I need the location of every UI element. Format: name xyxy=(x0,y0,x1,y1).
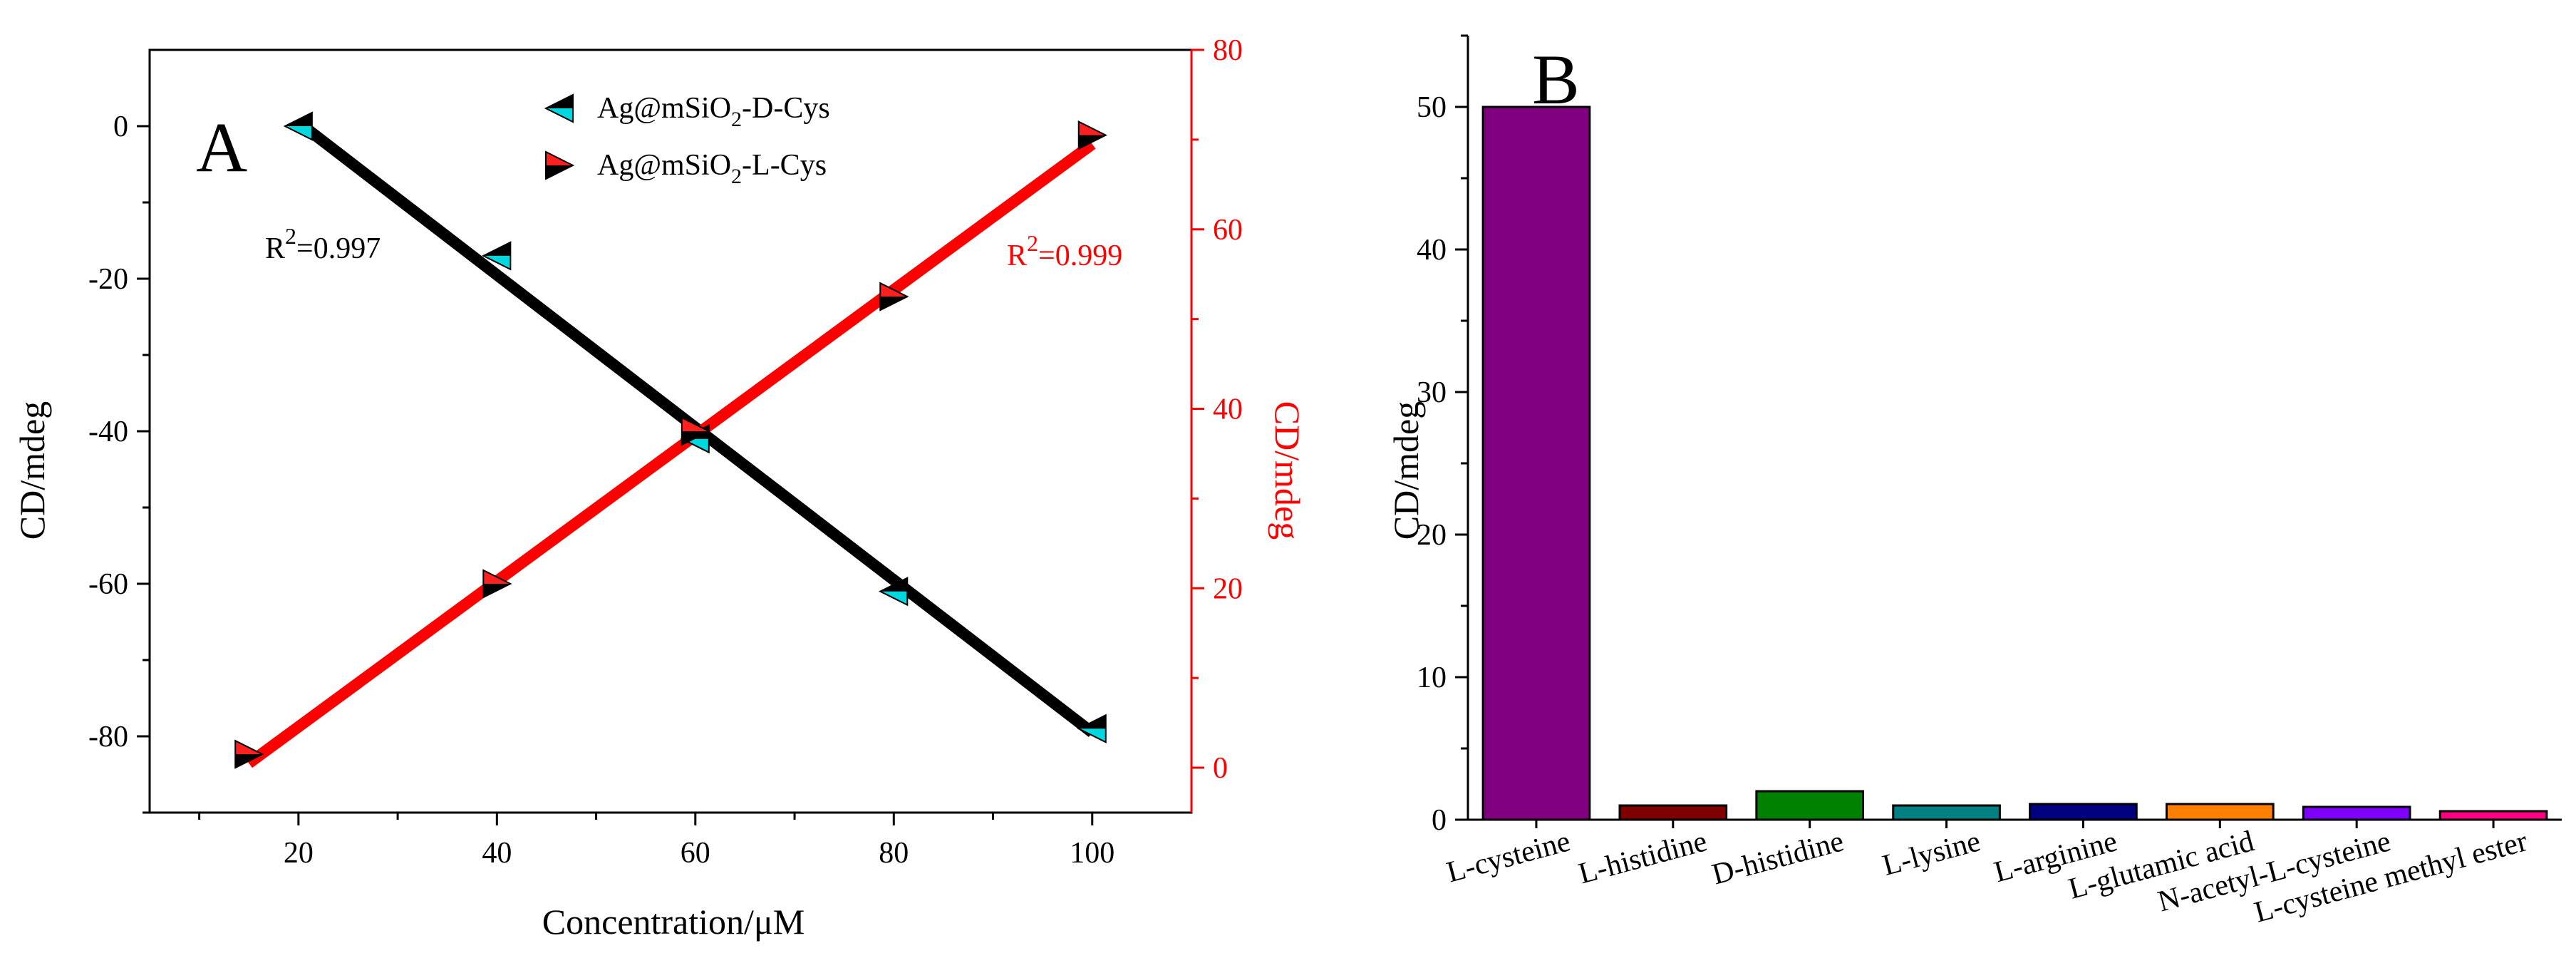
fit-line-l-cys xyxy=(245,139,1096,768)
panel-a-right-y-ticks: 0 20 40 60 80 xyxy=(1191,34,1243,785)
panel-a-data-markers xyxy=(234,111,1107,769)
right-y-tick-label: 80 xyxy=(1213,34,1243,67)
bar-l-lysine xyxy=(1892,804,2001,821)
marker-shade xyxy=(546,165,573,179)
bar-n-acetyl-l-cysteine xyxy=(2302,805,2411,821)
right-y-tick-label: 20 xyxy=(1213,572,1243,605)
category-label: D-histidine xyxy=(1709,825,1847,891)
panel-a-x-ticks: 20 40 60 80 100 xyxy=(198,813,1114,870)
marker-shade xyxy=(483,242,511,256)
data-point-l-cys xyxy=(482,569,512,599)
data-point-d-cys xyxy=(283,111,313,141)
marker-shade xyxy=(1078,135,1106,149)
panel-b-label: B xyxy=(1532,40,1580,119)
category-label: L-lysine xyxy=(1879,825,1984,882)
panel-a-label: A xyxy=(196,108,247,187)
data-point-l-cys xyxy=(1077,120,1107,150)
marker-shade xyxy=(1078,715,1106,729)
data-point-l-cys xyxy=(681,416,711,446)
marker-shade xyxy=(546,95,573,108)
bar-d-histidine xyxy=(1755,790,1865,821)
panel-a-left-y-axis-title: CD/mdeg xyxy=(12,401,52,540)
bar-l-glutamic-acid xyxy=(2165,803,2275,821)
y-tick-label: 40 xyxy=(1417,234,1447,267)
category-label: L-histidine xyxy=(1575,825,1710,890)
marker-shade xyxy=(681,431,709,445)
r2-annotation-l-cys: R2=0.999 xyxy=(1007,230,1122,272)
legend-marker-l-cys xyxy=(545,150,575,180)
x-tick-label: 40 xyxy=(482,837,512,870)
left-y-tick-label: -60 xyxy=(88,568,128,601)
bar-l-histidine xyxy=(1618,804,1728,821)
left-y-tick-label: 0 xyxy=(113,110,128,143)
x-tick-label: 80 xyxy=(879,837,909,870)
panel-a-right-y-axis-title: CD/mdeg xyxy=(1268,401,1308,540)
bar-l-cysteine xyxy=(1481,105,1591,821)
panel-b: 0 10 20 30 40 50 L-cysteine L-histidineD-histi… xyxy=(1386,34,2562,929)
y-tick-label: 10 xyxy=(1417,661,1447,694)
panel-a-left-y-ticks: 0 -20 -40 -60 -80 xyxy=(88,110,150,814)
panel-b-y-axis-title: CD/mdeg xyxy=(1386,401,1426,540)
bar-l-cysteine-methyl-ester xyxy=(2438,810,2548,821)
marker-shade xyxy=(880,297,908,311)
x-tick-label: 20 xyxy=(284,837,314,870)
left-y-tick-label: -40 xyxy=(88,416,128,448)
legend-label-l-cys: Ag@mSiO2-L-Cys xyxy=(597,149,827,188)
r2-annotation-d-cys: R2=0.997 xyxy=(265,223,381,265)
panel-a-legend: Ag@mSiO2-D-Cys Ag@mSiO2-L-Cys xyxy=(544,92,830,188)
legend-marker-d-cys xyxy=(544,93,574,123)
y-tick-label: 30 xyxy=(1417,376,1447,409)
left-y-tick-label: -80 xyxy=(88,721,128,753)
y-tick-label: 20 xyxy=(1417,519,1447,552)
marker-shade xyxy=(284,113,312,126)
panel-a-fit-lines xyxy=(245,118,1096,768)
y-tick-label: 0 xyxy=(1432,804,1447,837)
right-y-tick-label: 40 xyxy=(1213,393,1243,426)
x-tick-label: 100 xyxy=(1070,837,1114,870)
panel-b-bars xyxy=(1481,105,2548,821)
y-tick-label: 50 xyxy=(1417,91,1447,124)
data-point-l-cys xyxy=(879,282,909,311)
x-tick-label: 60 xyxy=(681,837,710,870)
left-y-tick-label: -20 xyxy=(88,263,128,296)
marker-shade xyxy=(483,584,511,597)
category-label: L-cysteine xyxy=(1443,825,1573,889)
legend-item-d-cys: Ag@mSiO2-D-Cys xyxy=(544,92,830,131)
marker-shade xyxy=(880,577,908,592)
legend-label-d-cys: Ag@mSiO2-D-Cys xyxy=(597,92,830,131)
legend-item-l-cys: Ag@mSiO2-L-Cys xyxy=(545,149,827,188)
bar-l-arginine xyxy=(2029,803,2138,821)
legend-symbol xyxy=(544,93,574,123)
right-y-tick-label: 60 xyxy=(1213,214,1243,247)
data-point-d-cys xyxy=(482,241,512,271)
marker-shade xyxy=(235,754,263,768)
data-point-d-cys xyxy=(879,577,909,607)
right-y-tick-label: 0 xyxy=(1213,752,1228,785)
panel-b-y-ticks: 0 10 20 30 40 50 xyxy=(1417,34,1468,837)
legend-symbol xyxy=(545,150,575,180)
data-point-l-cys xyxy=(234,739,264,769)
panel-a: 20 40 60 80 100 0 -20 -40 -60 -80 0 20 40 60 80 A Ag… xyxy=(12,34,1308,942)
data-point-d-cys xyxy=(1077,714,1107,743)
panel-a-x-axis-title: Concentration/μM xyxy=(542,902,805,942)
